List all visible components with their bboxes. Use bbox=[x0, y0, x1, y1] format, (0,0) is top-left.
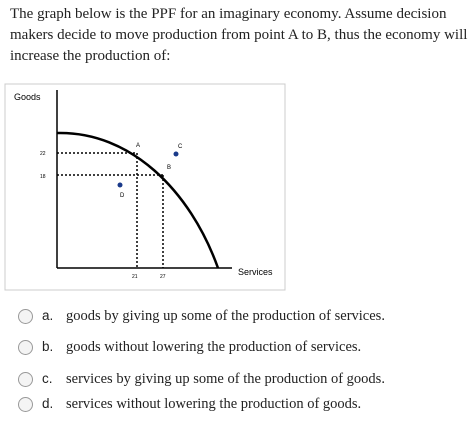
point-label: D bbox=[120, 193, 125, 199]
x-tick-label: 27 bbox=[160, 274, 166, 280]
option-letter: b. bbox=[42, 339, 54, 354]
figure-frame bbox=[4, 83, 286, 291]
option-letter: a. bbox=[42, 308, 54, 323]
point-label: C bbox=[178, 144, 183, 150]
x-tick-label: 21 bbox=[132, 274, 138, 280]
option-text: goods without lowering the production of… bbox=[66, 339, 362, 355]
x-label: Services bbox=[238, 267, 273, 277]
point-c bbox=[173, 151, 179, 157]
radio-button[interactable] bbox=[18, 340, 33, 355]
question: The graph below is the PPF for an imagin… bbox=[10, 6, 468, 64]
option-text: services without lowering the production… bbox=[66, 396, 362, 412]
point-label: B bbox=[167, 165, 171, 171]
option-text: goods by giving up some of the productio… bbox=[66, 308, 385, 324]
point-label: A bbox=[136, 143, 140, 149]
radio-button[interactable] bbox=[18, 372, 33, 387]
guide-lines bbox=[57, 152, 164, 268]
point-d bbox=[117, 182, 123, 188]
y-tick-label: 22 bbox=[40, 151, 46, 157]
y-label: Goods bbox=[14, 92, 41, 102]
option-text: services by giving up some of the produc… bbox=[66, 371, 385, 387]
option-letter: d. bbox=[42, 396, 54, 411]
radio-button[interactable] bbox=[18, 397, 33, 412]
ppf-curve bbox=[56, 131, 220, 269]
ppf-figure: Goods Services 22 18 21 27 A B C D bbox=[4, 83, 286, 291]
option-letter: c. bbox=[42, 371, 53, 386]
radio-button[interactable] bbox=[18, 309, 33, 324]
y-tick-label: 18 bbox=[40, 174, 46, 180]
